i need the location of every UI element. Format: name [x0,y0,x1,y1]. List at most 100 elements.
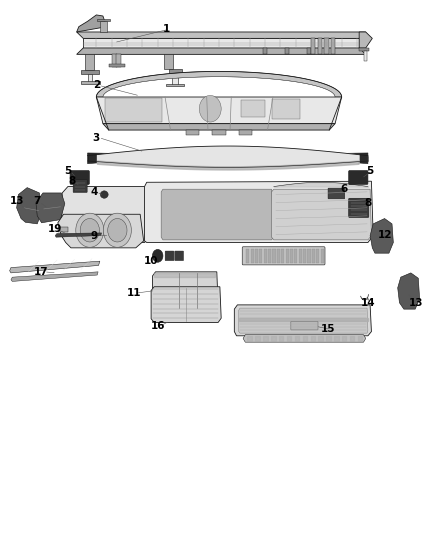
FancyBboxPatch shape [349,171,368,184]
Polygon shape [96,97,342,124]
Polygon shape [97,19,110,21]
Polygon shape [36,193,65,223]
Text: 1: 1 [163,25,170,34]
Polygon shape [264,249,267,263]
Polygon shape [344,153,368,164]
Polygon shape [172,76,178,85]
Polygon shape [294,249,297,263]
Polygon shape [287,336,291,341]
FancyBboxPatch shape [73,180,87,192]
Polygon shape [272,249,276,263]
Polygon shape [281,249,284,263]
Polygon shape [255,249,258,263]
Polygon shape [81,70,99,74]
Polygon shape [112,54,117,67]
FancyBboxPatch shape [242,247,325,265]
Text: 11: 11 [126,288,141,298]
Polygon shape [303,336,307,341]
Polygon shape [186,130,199,135]
Circle shape [108,219,127,242]
FancyBboxPatch shape [291,321,318,330]
Polygon shape [268,249,271,263]
Text: 4: 4 [91,187,98,197]
Text: 6: 6 [340,184,347,194]
Polygon shape [272,189,371,240]
Polygon shape [83,38,359,48]
Polygon shape [364,51,367,61]
Text: 5: 5 [367,166,374,175]
Polygon shape [152,272,218,310]
Polygon shape [81,81,100,84]
Text: 9: 9 [91,231,98,240]
Polygon shape [307,48,311,54]
Polygon shape [58,227,68,232]
Circle shape [152,249,163,262]
Polygon shape [234,305,371,336]
Polygon shape [85,54,94,70]
Polygon shape [359,48,369,51]
FancyBboxPatch shape [349,198,369,217]
Polygon shape [359,32,372,48]
Polygon shape [239,318,368,321]
FancyBboxPatch shape [165,251,174,261]
Polygon shape [311,38,315,54]
Polygon shape [326,336,331,341]
Polygon shape [334,336,339,341]
Text: 5: 5 [64,166,71,175]
Polygon shape [247,336,252,341]
Polygon shape [166,84,184,86]
Text: 13: 13 [9,197,24,206]
Polygon shape [11,272,98,281]
Text: 13: 13 [409,298,424,308]
Polygon shape [318,38,322,54]
Polygon shape [58,214,144,248]
Polygon shape [77,48,366,54]
Ellipse shape [100,191,108,198]
Polygon shape [279,336,283,341]
Polygon shape [259,249,262,263]
Polygon shape [77,15,105,32]
Polygon shape [154,273,215,277]
Text: 15: 15 [321,325,336,334]
Text: 7: 7 [34,197,41,206]
Text: 2: 2 [93,80,100,90]
Polygon shape [271,336,276,341]
FancyBboxPatch shape [272,99,300,119]
Polygon shape [331,38,335,54]
Polygon shape [307,249,311,263]
Polygon shape [109,64,125,67]
FancyBboxPatch shape [328,188,345,199]
Polygon shape [212,130,226,135]
Text: 19: 19 [48,224,62,234]
Polygon shape [324,38,328,54]
Text: 8: 8 [69,176,76,186]
Polygon shape [17,188,42,224]
Polygon shape [290,249,293,263]
Polygon shape [321,249,324,263]
FancyBboxPatch shape [70,171,89,184]
Text: 16: 16 [150,321,165,331]
Polygon shape [342,336,346,341]
FancyBboxPatch shape [175,251,184,261]
Circle shape [103,213,131,247]
Polygon shape [239,308,368,333]
Polygon shape [100,21,107,32]
Polygon shape [263,48,267,54]
Text: 10: 10 [144,256,159,266]
Polygon shape [61,187,149,243]
Polygon shape [370,219,393,253]
Polygon shape [169,69,182,76]
Polygon shape [312,249,315,263]
Polygon shape [251,249,254,263]
Polygon shape [10,261,100,273]
Polygon shape [311,336,315,341]
FancyBboxPatch shape [241,100,265,117]
Polygon shape [55,233,102,237]
Polygon shape [398,273,420,309]
Polygon shape [358,336,362,341]
Polygon shape [303,249,306,263]
Text: 8: 8 [364,198,371,207]
Polygon shape [161,189,274,240]
Polygon shape [316,249,319,263]
Polygon shape [299,249,302,263]
